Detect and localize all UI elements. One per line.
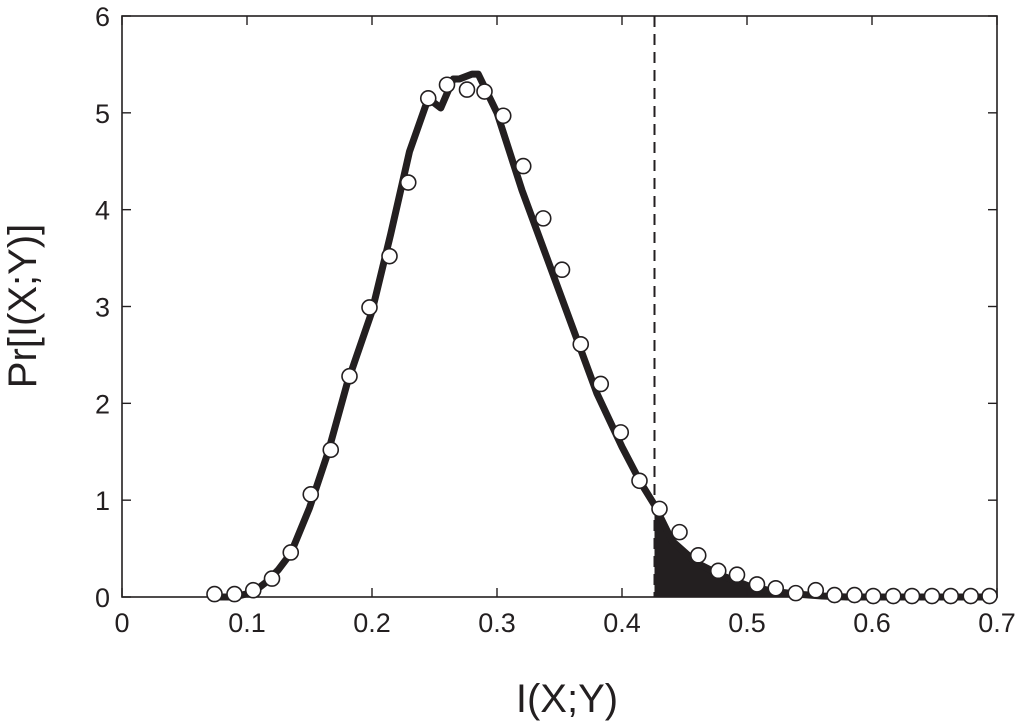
data-point [981,587,998,605]
data-point [476,83,493,100]
data-point [206,585,223,603]
data-point [884,587,902,605]
data-point [282,544,300,561]
tail-area [654,505,985,597]
data-point [381,247,398,265]
series-layer [206,70,998,605]
x-tick-label: 0.4 [603,608,641,638]
x-tick-label: 0.5 [728,608,766,638]
data-point [923,587,941,605]
axes-layer [121,15,998,598]
data-point [671,523,688,541]
data-point [553,261,571,279]
x-tick-label: 0.3 [478,608,516,638]
y-tick-label: 6 [95,2,110,32]
y-tick-label: 1 [95,486,110,516]
data-point [244,581,262,599]
data-point [826,586,843,604]
data-point [728,566,746,584]
data-point [494,107,512,125]
data-point [419,90,437,107]
series-line [212,70,988,601]
x-tick-label: 0.6 [853,608,891,638]
data-point [263,570,281,587]
data-point [514,157,532,175]
data-point [322,441,340,459]
data-point [748,576,766,593]
data-point [438,76,456,94]
tail-area-layer [654,505,985,597]
data-point [572,335,590,353]
data-point [592,375,610,393]
data-point [226,585,243,603]
x-tick-label: 0.2 [353,608,391,638]
plot-frame [121,15,998,598]
y-tick-label: 3 [95,293,110,323]
data-point [341,367,358,385]
y-tick-label: 0 [95,583,110,613]
data-point [689,547,707,564]
data-point [787,584,805,602]
data-point [302,486,320,503]
data-point [534,210,552,227]
data-point [903,587,921,605]
data-point [651,500,668,518]
x-tick-label: 0 [114,608,129,638]
y-tick-label: 4 [95,196,110,226]
y-tick-label: 5 [95,99,110,129]
tick-label-layer: 0 0.1 0.2 0.3 0.4 0.5 0.6 0.7 0 1 2 3 4 5 6 [95,2,1016,638]
data-point [767,579,785,597]
data-point [399,174,417,191]
x-tick-label: 0.7 [978,608,1016,638]
x-axis-label: I(X;Y) [516,677,618,721]
data-point [631,472,648,490]
y-tick-label: 2 [95,389,110,419]
data-point [458,81,476,98]
data-point [361,299,378,316]
x-tick-label: 0.1 [228,608,266,638]
data-point [962,587,980,605]
data-point [942,587,960,605]
data-point [846,586,863,604]
data-point [709,562,727,580]
data-point [807,581,825,599]
data-point [612,424,630,441]
data-point [864,587,882,605]
y-axis-label: Pr[I(X;Y)] [1,224,45,388]
